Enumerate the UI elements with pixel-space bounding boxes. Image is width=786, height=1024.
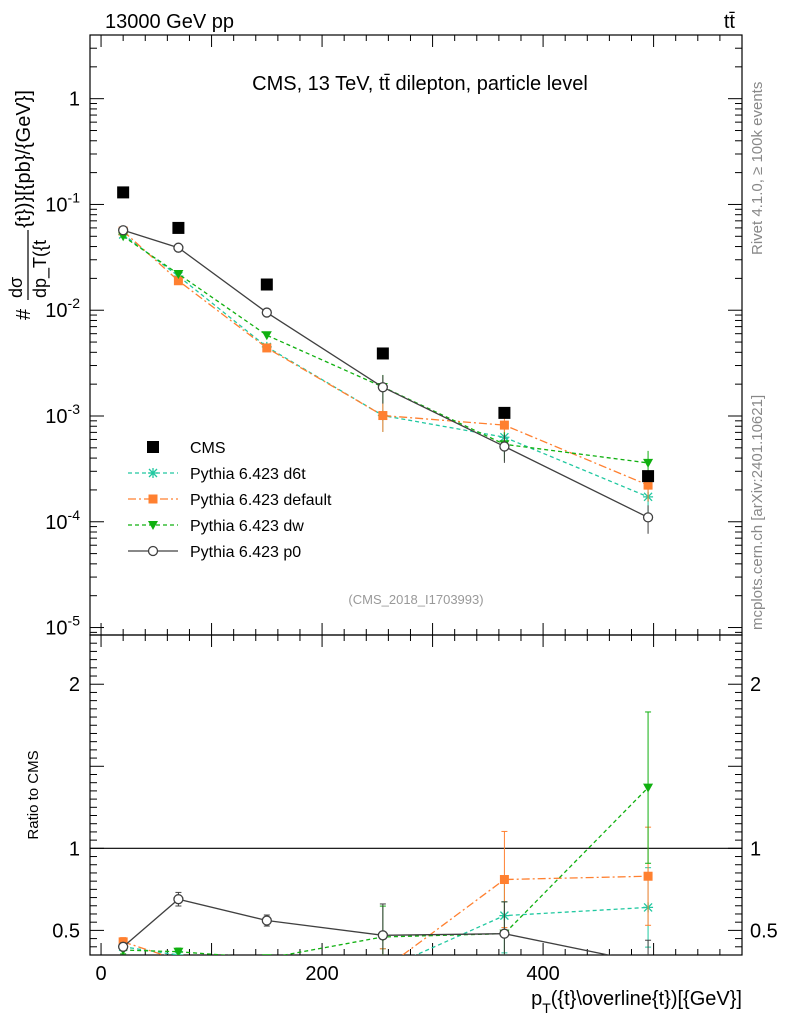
- main-plot-frame: [89, 34, 743, 636]
- legend-label-default: Pythia 6.423 default: [190, 492, 332, 509]
- ratio-y-tick-label: 0.5: [52, 920, 80, 942]
- legend-marker-d6t: [148, 468, 158, 478]
- data-point-p0: [261, 307, 272, 318]
- mcplots-label: mcplots.cern.ch [arXiv:2401.10621]: [749, 395, 766, 630]
- data-point-dw: [261, 331, 272, 341]
- data-point-p0: [173, 242, 184, 253]
- ratio-y-tick-label-right: 2: [750, 674, 761, 696]
- xlabel-sub: T: [542, 1000, 551, 1016]
- data-point-default: [499, 420, 509, 430]
- data-point-cms: [172, 221, 185, 234]
- data-point-p0: [642, 512, 654, 523]
- data-point-p0: [499, 441, 510, 452]
- ratio-point-p0: [173, 894, 184, 905]
- legend-label-d6t: Pythia 6.423 d6t: [190, 466, 306, 483]
- ratio-y-tick-label-right: 1: [750, 838, 761, 860]
- y-tick-label: 10-4: [45, 507, 80, 534]
- y-tick-label: 10-1: [45, 189, 80, 216]
- ylabel-suffix: {t})}[{pb}/{GeV}]: [13, 90, 35, 228]
- legend-label-dw: Pythia 6.423 dw: [190, 518, 304, 535]
- data-point-default: [173, 276, 183, 286]
- header-process-label: tt̄: [724, 11, 736, 33]
- rivet-version-label: Rivet 4.1.0, ≥ 100k events: [749, 82, 766, 255]
- svg-text:pT({t}\overline{t})[{GeV}]: pT({t}\overline{t})[{GeV}]: [531, 988, 742, 1016]
- x-tick-label: 0: [95, 963, 106, 985]
- data-point-p0: [118, 225, 129, 236]
- series-line-p0: [122, 229, 649, 518]
- ratio-line-p0: [122, 898, 612, 955]
- ratio-point-default: [174, 955, 183, 964]
- ylabel-denominator: dp_T({t: [30, 240, 51, 298]
- legend-marker-cms: [147, 441, 159, 453]
- main-y-axis-label: # dσ dp_T({t {t})}[{pb}/{GeV}]: [6, 90, 51, 320]
- ratio-point-d6t: [262, 965, 272, 975]
- analysis-tag: (CMS_2018_I1703993): [348, 592, 483, 607]
- y-tick-label: 10-3: [45, 401, 80, 428]
- data-point-cms: [376, 347, 389, 360]
- series-line-d6t: [122, 233, 649, 498]
- ylabel-numerator: dσ: [6, 277, 26, 298]
- xlabel-rest: ({t}\overline{t})[{GeV}]: [551, 988, 742, 1010]
- ratio-point-p0: [118, 941, 129, 952]
- ratio-point-dw: [643, 783, 654, 793]
- legend: CMS Pythia 6.423 d6t Pythia 6.423 default P…: [128, 440, 332, 561]
- ratio-y-tick-label-right: 0.5: [750, 920, 778, 942]
- data-point-default: [378, 411, 388, 421]
- ratio-y-tick-label: 2: [69, 674, 80, 696]
- ratio-point-dw: [173, 947, 184, 955]
- legend-label-p0: Pythia 6.423 p0: [190, 544, 301, 561]
- xlabel-p: p: [531, 988, 542, 1010]
- ratio-point-default: [378, 965, 387, 974]
- data-point-cms: [117, 186, 130, 199]
- data-point-p0: [377, 382, 388, 393]
- data-point-cms: [260, 278, 273, 291]
- ratio-series-group: [118, 711, 654, 976]
- ratio-y-tick-label: 1: [69, 838, 80, 860]
- series-line-default: [122, 230, 649, 486]
- ratio-point-default: [262, 967, 271, 976]
- ratio-line-default: [122, 875, 649, 955]
- header-energy-label: 13000 GeV pp: [105, 11, 234, 33]
- main-series-group: [117, 186, 655, 534]
- ratio-point-dw: [261, 954, 272, 955]
- ratio-y-axis-label: Ratio to CMS: [25, 750, 42, 839]
- ratio-point-p0: [261, 915, 272, 926]
- data-point-cms: [642, 470, 655, 483]
- legend-marker-default: [148, 494, 158, 504]
- y-tick-label: 10-2: [45, 295, 80, 322]
- main-title: CMS, 13 TeV, tt̄ dilepton, particle leve…: [252, 73, 588, 95]
- ylabel-prefix: #: [13, 308, 35, 320]
- data-point-default: [262, 343, 272, 353]
- x-tick-label: 200: [305, 963, 338, 985]
- legend-marker-p0: [147, 545, 159, 557]
- x-tick-label: 400: [526, 963, 559, 985]
- data-point-cms: [498, 406, 511, 419]
- ratio-point-default: [499, 875, 509, 885]
- y-tick-label: 1: [69, 89, 80, 111]
- data-point-dw: [173, 270, 184, 280]
- ratio-point-p0: [499, 928, 510, 939]
- ratio-point-d6t: [378, 965, 388, 975]
- legend-marker-dw: [148, 521, 158, 530]
- legend-label-cms: CMS: [190, 440, 226, 457]
- data-point-dw: [643, 458, 654, 468]
- ratio-point-p0: [644, 959, 653, 968]
- data-point-default: [643, 480, 653, 490]
- x-axis-label: pT({t}\overline{t})[{GeV}]: [531, 988, 742, 1016]
- axes-group: 0 200 400 1 10-1 10-2 10-3 10-4 10-5 0.5 0.5 1 1 2 2: [45, 34, 778, 985]
- ratio-point-default: [643, 871, 653, 881]
- ratio-point-p0: [377, 930, 388, 941]
- y-tick-label: 10-5: [45, 613, 80, 640]
